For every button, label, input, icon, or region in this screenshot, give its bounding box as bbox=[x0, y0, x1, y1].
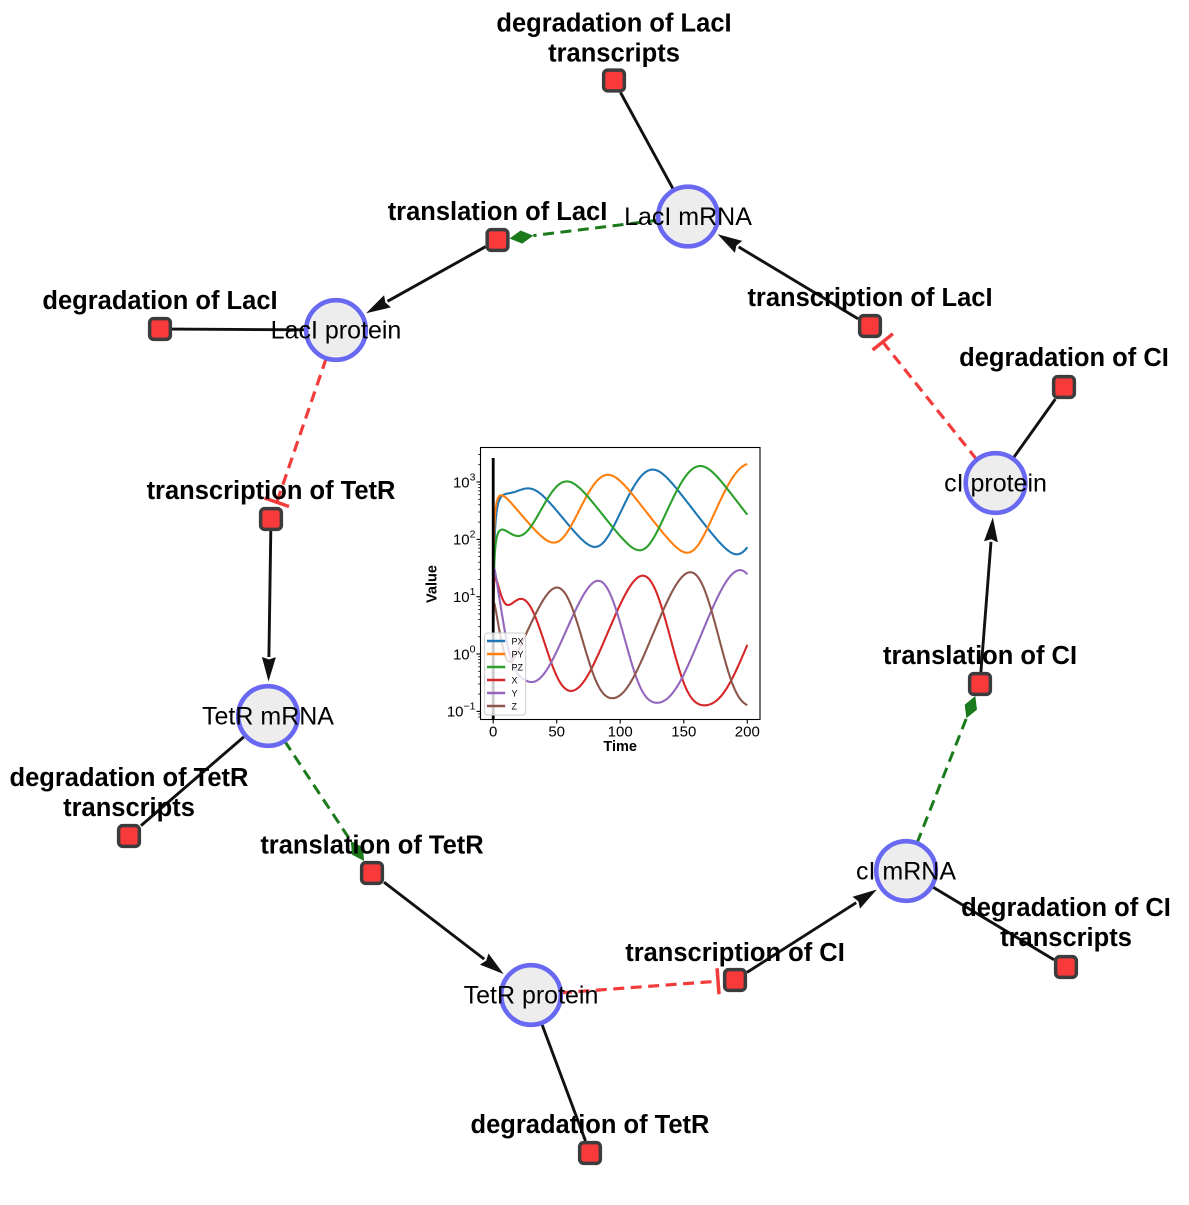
svg-text:PX: PX bbox=[512, 637, 524, 647]
svg-text:degradation of LacI: degradation of LacI bbox=[42, 287, 277, 315]
svg-text:degradation of TetR: degradation of TetR bbox=[10, 764, 249, 792]
svg-text:Z: Z bbox=[512, 702, 518, 712]
svg-text:degradation of LacI: degradation of LacI bbox=[496, 10, 731, 38]
svg-text:translation of TetR: translation of TetR bbox=[260, 832, 483, 860]
svg-text:translation of CI: translation of CI bbox=[883, 642, 1077, 670]
svg-text:degradation of CI: degradation of CI bbox=[961, 894, 1171, 922]
svg-text:degradation of CI: degradation of CI bbox=[959, 344, 1169, 372]
svg-text:0: 0 bbox=[489, 724, 497, 741]
svg-text:transcripts: transcripts bbox=[1000, 924, 1132, 952]
svg-text:transcription of CI: transcription of CI bbox=[625, 939, 845, 967]
svg-text:200: 200 bbox=[735, 724, 760, 741]
svg-text:transcription of LacI: transcription of LacI bbox=[747, 284, 992, 312]
svg-text:PY: PY bbox=[512, 650, 524, 660]
svg-text:cI protein: cI protein bbox=[944, 470, 1047, 498]
svg-text:TetR protein: TetR protein bbox=[464, 982, 599, 1010]
svg-text:TetR mRNA: TetR mRNA bbox=[202, 703, 334, 731]
svg-text:cI mRNA: cI mRNA bbox=[856, 858, 956, 886]
svg-text:LacI protein: LacI protein bbox=[271, 317, 402, 345]
svg-text:Time: Time bbox=[603, 739, 637, 755]
svg-text:PZ: PZ bbox=[512, 663, 524, 673]
svg-text:transcripts: transcripts bbox=[63, 794, 195, 822]
svg-text:X: X bbox=[512, 676, 518, 686]
svg-text:transcription of TetR: transcription of TetR bbox=[147, 477, 396, 505]
svg-text:transcripts: transcripts bbox=[548, 40, 680, 68]
svg-text:50: 50 bbox=[548, 724, 565, 741]
svg-text:LacI mRNA: LacI mRNA bbox=[624, 203, 752, 231]
svg-text:degradation of TetR: degradation of TetR bbox=[471, 1111, 710, 1139]
svg-text:translation of LacI: translation of LacI bbox=[388, 198, 608, 226]
svg-text:Value: Value bbox=[425, 565, 441, 603]
svg-text:Y: Y bbox=[512, 689, 518, 699]
svg-text:150: 150 bbox=[671, 724, 696, 741]
svg-text:100: 100 bbox=[608, 724, 633, 741]
